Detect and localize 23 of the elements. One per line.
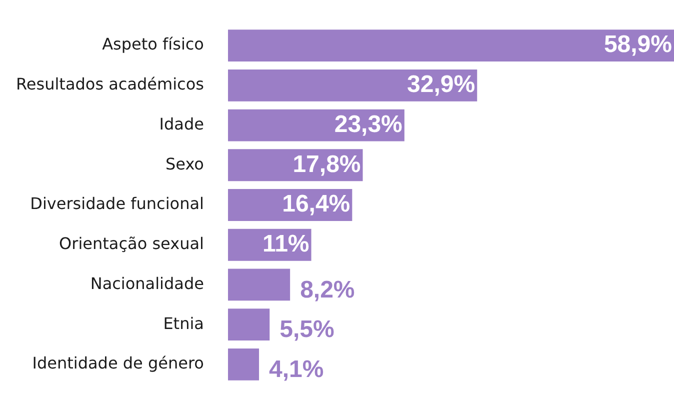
bar (228, 308, 270, 341)
y-tick-label: Diversidade funcional (30, 194, 204, 214)
y-tick-label: Sexo (165, 154, 204, 174)
bar (228, 268, 290, 301)
data-label: 4,1% (269, 356, 324, 384)
data-label: 23,3% (334, 110, 402, 138)
y-tick-label: Identidade de género (32, 354, 204, 373)
y-tick-label: Nacionalidade (90, 274, 204, 293)
data-label: 16,4% (282, 190, 350, 218)
data-label: 17,8% (292, 150, 361, 178)
y-tick-label: Resultados académicos (16, 74, 204, 94)
y-tick-label: Aspeto físico (102, 34, 204, 54)
data-label: 58,9% (604, 31, 672, 58)
y-tick-label: Etnia (163, 314, 204, 333)
bar (228, 348, 260, 380)
bar (228, 30, 674, 62)
y-tick-label: Idade (159, 114, 204, 134)
data-label: 8,2% (300, 276, 355, 304)
data-label: 5,5% (280, 316, 334, 344)
y-tick-label: Orientação sexual (59, 234, 204, 254)
bar (228, 69, 478, 102)
data-label: 11% (262, 230, 310, 258)
data-label: 32,9% (407, 71, 476, 98)
